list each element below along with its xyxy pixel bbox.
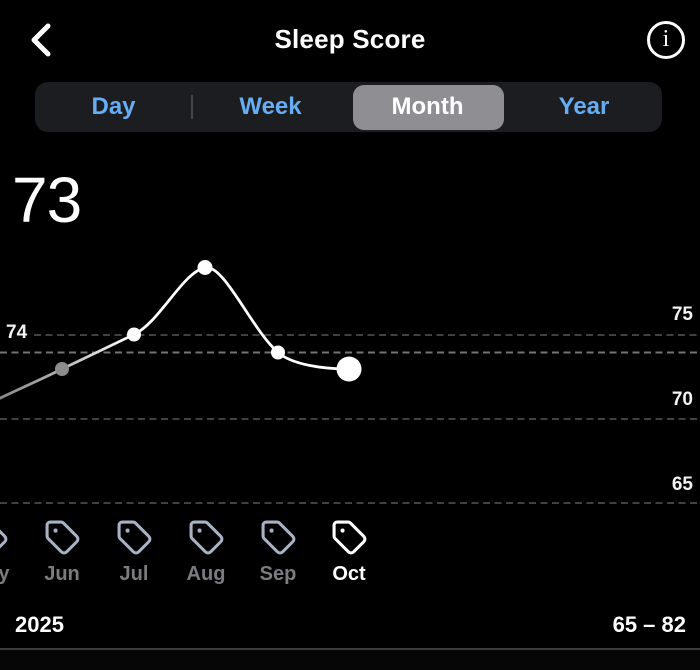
month-label: Oct [332, 563, 366, 585]
right-axis-tick-75: 75 [671, 304, 693, 325]
month-tag-sep[interactable]: Sep [248, 519, 308, 586]
footer-year: 2025 [15, 612, 64, 637]
month-tag-may[interactable]: May [0, 519, 20, 586]
selected-segment-background [353, 84, 504, 130]
month-label: Jun [44, 563, 80, 585]
period-segmented-control [35, 82, 662, 132]
chevron-left-icon [31, 23, 51, 57]
tag-icon [45, 520, 79, 555]
tag-icon [332, 520, 366, 555]
bottom-divider [0, 648, 700, 650]
tag-icon [0, 529, 7, 549]
data-point-oct-selected[interactable] [336, 356, 362, 382]
segment-divider [191, 95, 193, 119]
month-tag-oct-selected[interactable]: Oct [319, 519, 379, 586]
tab-year[interactable]: Year [558, 93, 610, 120]
tag-icon [189, 520, 223, 555]
month-label: Sep [259, 563, 297, 585]
month-tag-jul[interactable]: Jul [104, 519, 164, 586]
page-title: Sleep Score [274, 24, 426, 54]
data-point-jul[interactable] [127, 327, 141, 342]
average-axis-label: 74 [6, 322, 28, 343]
data-point-sep[interactable] [271, 345, 285, 360]
month-tag-aug[interactable]: Aug [176, 519, 236, 586]
back-button[interactable] [24, 20, 60, 60]
tag-icon [261, 520, 295, 555]
tab-week[interactable]: Week [239, 93, 302, 120]
right-axis-tick-65: 65 [671, 474, 693, 495]
current-score-value: 73 [12, 164, 82, 236]
tab-month[interactable]: Month [391, 93, 464, 120]
month-tag-jun[interactable]: Jun [32, 519, 92, 586]
month-label: May [0, 563, 10, 585]
bottom-band [0, 650, 700, 670]
data-point-jun[interactable] [55, 362, 69, 376]
info-button[interactable]: i [647, 21, 685, 59]
month-label: Jul [119, 563, 149, 585]
tag-icon [117, 520, 151, 555]
month-label: Aug [186, 563, 226, 585]
footer-score-range: 65 – 82 [612, 612, 686, 637]
sleep-score-line-chart[interactable] [0, 230, 700, 515]
score-curve [0, 266, 351, 400]
info-icon: i [662, 26, 670, 52]
tab-day[interactable]: Day [91, 93, 136, 120]
right-axis-tick-70: 70 [671, 389, 693, 410]
data-point-aug[interactable] [197, 260, 213, 275]
